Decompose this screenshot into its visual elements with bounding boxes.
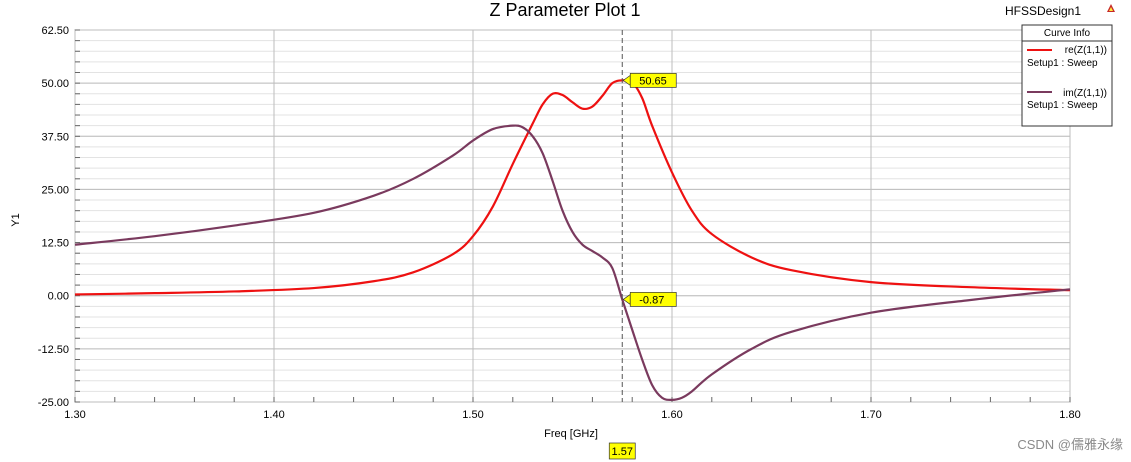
marker-value: 50.65	[639, 75, 667, 87]
marker-x-label: 1.57	[608, 442, 636, 460]
legend[interactable]: Curve Info re(Z(1,1)) Setup1 : Sweep im(…	[1021, 24, 1113, 127]
watermark: CSDN @儒雅永缘	[1017, 437, 1123, 452]
y-tick-label: 0.00	[48, 291, 69, 303]
y-axis: 62.50 50.00 37.50 25.00 12.50 0.00 -12.50 -25.0…	[38, 25, 69, 409]
x-tick-label: 1.60	[661, 409, 682, 421]
y-axis-label: Y1	[10, 213, 22, 226]
design-name: HFSSDesign1	[1005, 4, 1081, 18]
legend-title: Curve Info	[1044, 28, 1091, 39]
y-tick-label: 37.50	[41, 131, 69, 143]
marker-x-value: 1.57	[612, 446, 633, 458]
y-tick-label: 50.00	[41, 78, 69, 90]
y-tick-label: -12.50	[38, 344, 69, 356]
marker-layer[interactable]: 50.65 -0.87 1.57	[608, 30, 677, 460]
series-line-re	[74, 79, 1071, 296]
legend-sub: Setup1 : Sweep	[1027, 58, 1098, 69]
plot-area	[74, 29, 1071, 403]
grid	[74, 29, 1071, 403]
logo-icon	[1107, 4, 1115, 12]
legend-entry-im[interactable]: im(Z(1,1)) Setup1 : Sweep	[1027, 88, 1107, 111]
marker-label: 50.65	[622, 73, 677, 88]
legend-sub: Setup1 : Sweep	[1027, 100, 1098, 111]
legend-box	[1021, 24, 1113, 127]
x-tick-label: 1.80	[1059, 409, 1080, 421]
marker-label: -0.87	[622, 292, 677, 307]
marker-box	[629, 73, 677, 88]
legend-entry-re[interactable]: re(Z(1,1)) Setup1 : Sweep	[1027, 45, 1107, 69]
marker-box	[629, 292, 677, 307]
series-layer	[74, 79, 1071, 401]
x-tick-label: 1.70	[860, 409, 881, 421]
y-tick-label: 25.00	[41, 184, 69, 196]
x-tick-label: 1.50	[462, 409, 483, 421]
x-tick-label: 1.40	[263, 409, 284, 421]
y-tick-label: -25.00	[38, 397, 69, 409]
x-tick-label: 1.30	[64, 409, 85, 421]
marker-value: -0.87	[639, 294, 664, 306]
y-tick-label: 12.50	[41, 238, 69, 250]
y-tick-label: 62.50	[41, 25, 69, 37]
legend-label: re(Z(1,1))	[1065, 45, 1107, 56]
x-axis: 1.30 1.40 1.50 1.60 1.70 1.80	[64, 409, 1080, 421]
marker-x-box	[608, 442, 636, 460]
series-line-im	[74, 124, 1071, 401]
x-axis-label: Freq [GHz]	[544, 428, 598, 440]
chart-title: Z Parameter Plot 1	[489, 0, 640, 20]
legend-label: im(Z(1,1))	[1063, 88, 1107, 99]
plot-background	[75, 30, 1070, 402]
